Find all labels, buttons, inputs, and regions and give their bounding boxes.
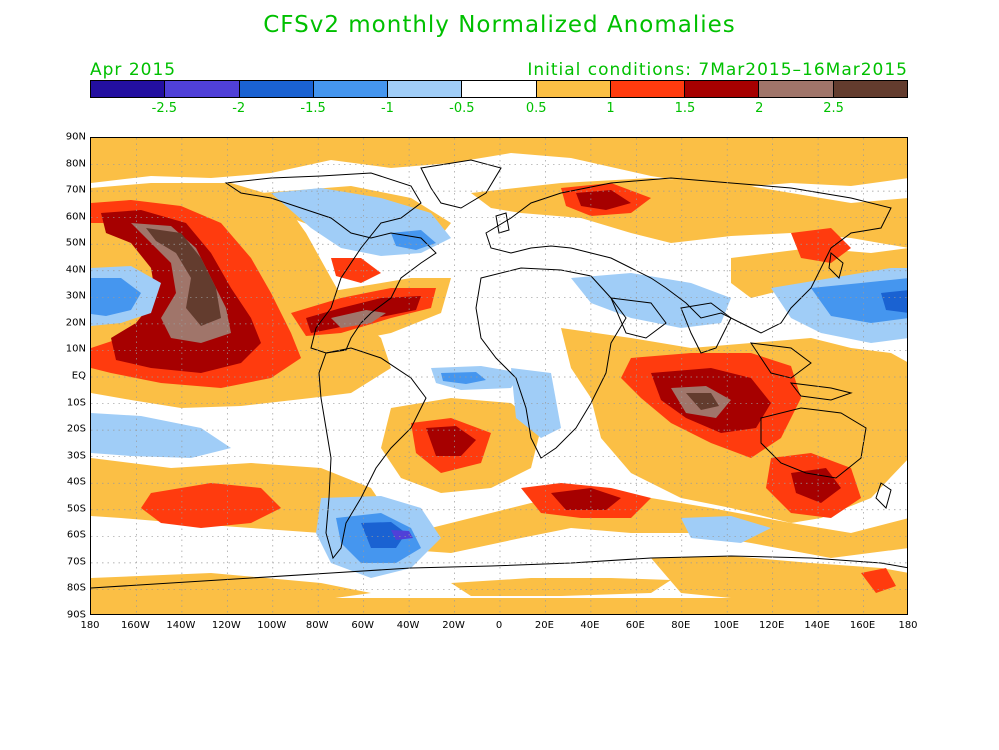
colorbar-tick-label: -2 [232,101,246,116]
latitude-tick-label: 30S [66,450,86,462]
colorbar-swatch [610,81,686,97]
longitude-tick-label: 180 [898,620,918,631]
longitude-tick-label: 160E [849,620,876,631]
colorbar-swatch [165,81,240,97]
latitude-tick-label: 80S [66,582,86,594]
chart-title: CFSv2 monthly Normalized Anomalies [263,12,736,38]
strong-negative-layer [361,290,907,548]
longitude-tick-label: 140E [804,620,830,631]
longitude-tick-label: 100E [713,620,739,631]
colorbar-swatch [462,81,537,97]
longitude-tick-label: 20E [534,620,554,631]
latitude-tick-label: 90S [66,609,86,621]
latitude-tick-label: 60N [65,211,86,223]
longitude-tick-label: 120E [758,620,785,631]
colorbar-tick-label: 2.5 [823,101,844,116]
latitude-tick-label: 40N [65,264,86,276]
colorbar-tick-label: 1 [606,101,615,116]
longitude-tick-label: 40W [396,620,420,631]
colorbar-tick-label: 2 [755,101,764,116]
latitude-tick-label: 50N [65,237,86,249]
anomaly-map [90,137,908,615]
colorbar-swatch [388,81,463,97]
colorbar-tick-label: -2.5 [151,101,178,116]
longitude-tick-label: 60W [351,620,374,631]
colorbar-swatch [833,81,907,97]
colorbar-tick-label: -1 [380,101,394,116]
latitude-tick-label: 10N [65,343,86,355]
latitude-tick-label: 10S [66,397,86,409]
map-svg [91,138,907,614]
latitude-tick-label: 80N [65,158,86,170]
colorbar-swatch [685,81,760,97]
longitude-tick-label: 80E [671,620,691,631]
colorbar-tick-label: -0.5 [449,101,475,116]
longitude-tick-label: 100W [257,620,287,631]
colorbar-tick-label: -1.5 [300,101,326,116]
extreme-negative-layer [391,530,413,540]
longitude-tick-label: 140W [166,620,196,631]
longitude-tick-label: 160W [120,620,150,631]
longitude-tick-label: 0 [495,620,503,631]
colorbar-tick-label: 1.5 [674,101,696,116]
latitude-tick-label: 50S [66,503,86,515]
latitude-tick-label: 20S [66,423,86,435]
colorbar-swatch [239,81,314,97]
latitude-tick-label: 20N [65,317,86,329]
latitude-tick-label: 60S [66,529,86,541]
colorbar-swatch [313,81,389,97]
colorbar-swatch [536,81,611,97]
initial-conditions: Initial conditions: 7Mar2015–16Mar2015 [527,60,908,80]
latitude-tick-label: EQ [71,370,86,382]
forecast-month: Apr 2015 [90,60,177,80]
longitude-tick-label: 60E [625,620,645,631]
longitude-tick-label: 40E [580,620,600,631]
latitude-tick-label: 70N [65,184,86,196]
peak-positive-layer [146,228,719,410]
latitude-tick-label: 40S [66,476,86,488]
latitude-tick-label: 30N [65,290,86,302]
longitude-tick-label: 120W [211,620,241,631]
colorbar-swatch [91,81,166,97]
longitude-tick-label: 20W [442,620,465,631]
colorbar [90,80,908,98]
longitude-tick-label: 80W [305,620,329,631]
colorbar-tick-label: 0.5 [525,101,547,116]
colorbar-swatch [759,81,834,97]
latitude-tick-label: 90N [65,131,86,143]
latitude-tick-label: 70S [66,556,86,568]
longitude-tick-label: 180 [80,620,100,631]
